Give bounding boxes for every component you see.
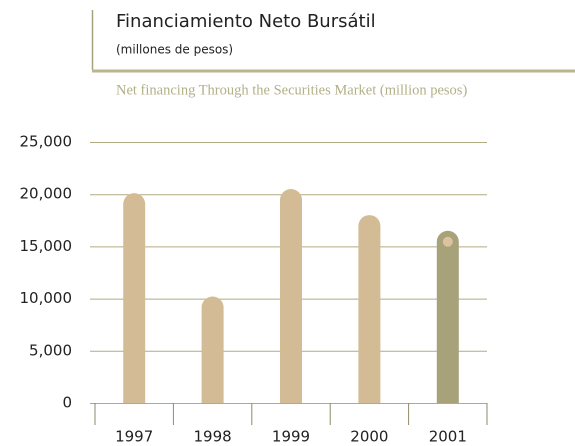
x-tick-label: 1997 xyxy=(115,428,153,446)
x-tick-label: 2000 xyxy=(350,428,388,446)
bar xyxy=(280,188,302,403)
highlight-dot xyxy=(442,236,453,247)
y-tick-label: 25,000 xyxy=(20,133,73,151)
y-tick-label: 20,000 xyxy=(20,185,73,203)
y-tick-label: 15,000 xyxy=(20,237,73,255)
bar xyxy=(358,215,381,403)
chart-subtitle-en: Net financing Through the Securities Mar… xyxy=(116,82,467,98)
bar xyxy=(436,230,459,403)
bar xyxy=(123,193,146,403)
y-tick-label: 5,000 xyxy=(29,341,72,359)
x-tick-label: 1998 xyxy=(194,428,232,446)
x-tick-label: 2001 xyxy=(429,428,467,446)
y-tick-label: 10,000 xyxy=(20,289,73,307)
y-tick-label: 0 xyxy=(62,394,72,412)
chart-subtitle: (millones de pesos) xyxy=(116,43,233,57)
bar xyxy=(201,296,224,403)
x-tick-label: 1999 xyxy=(272,428,310,446)
chart-title: Financiamiento Neto Bursátil xyxy=(116,11,376,32)
